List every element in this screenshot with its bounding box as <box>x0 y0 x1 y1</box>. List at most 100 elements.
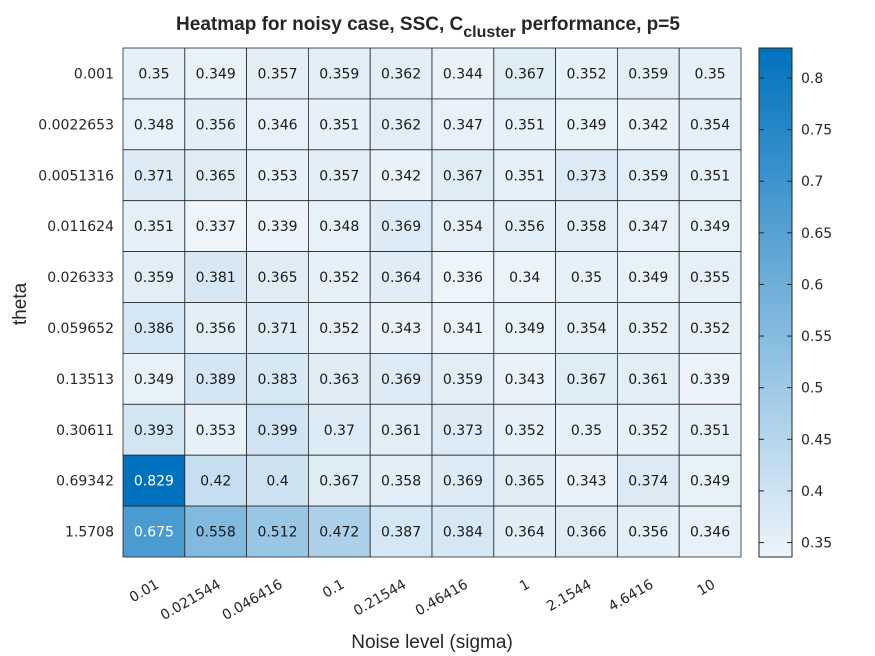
heatmap-cell <box>246 251 309 303</box>
heatmap-cell <box>678 352 742 405</box>
cell-value-label: 0.35 <box>571 423 602 439</box>
cell-value-label: 0.349 <box>505 321 545 337</box>
cell-value-label: 0.359 <box>628 66 668 82</box>
cell-value-label: 0.357 <box>319 168 359 184</box>
heatmap-cell <box>307 454 371 507</box>
heatmap-cell <box>678 149 742 202</box>
cell-value-label: 0.346 <box>690 525 730 541</box>
cell-value-label: 0.349 <box>690 219 730 235</box>
heatmap-cell <box>307 47 371 100</box>
cell-value-label: 0.367 <box>566 372 606 388</box>
cell-value-label: 0.367 <box>443 168 483 184</box>
cell-value-label: 0.364 <box>505 525 545 541</box>
cell-value-label: 0.351 <box>690 423 730 439</box>
cell-value-label: 0.342 <box>628 117 668 133</box>
heatmap-cell <box>122 200 186 252</box>
x-axis-label: Noise level (sigma) <box>351 632 513 653</box>
cell-value-label: 0.558 <box>196 525 236 541</box>
cell-value-label: 0.371 <box>134 168 174 184</box>
heatmap-cell <box>493 352 556 405</box>
cell-value-label: 0.369 <box>443 474 483 490</box>
cell-value-label: 0.389 <box>196 372 236 388</box>
heatmap-cell <box>493 505 556 558</box>
heatmap-cell <box>307 505 371 558</box>
cell-value-label: 0.359 <box>319 66 359 82</box>
heatmap-cell <box>246 149 309 202</box>
heatmap-cell <box>555 47 618 100</box>
heatmap-cell <box>555 251 618 303</box>
cell-value-label: 0.351 <box>690 168 730 184</box>
cell-value-label: 0.361 <box>628 372 668 388</box>
heatmap-cell <box>431 505 495 558</box>
heatmap-cell <box>555 505 618 558</box>
cell-value-label: 0.366 <box>566 525 606 541</box>
x-tick-label: 4.6416 <box>606 577 657 615</box>
cell-value-label: 0.381 <box>196 270 236 286</box>
cell-value-label: 0.346 <box>257 117 297 133</box>
cell-value-label: 0.353 <box>196 423 236 439</box>
cell-value-label: 0.675 <box>134 525 174 541</box>
heatmap-cell <box>369 149 433 202</box>
heatmap-cell <box>617 352 680 405</box>
cell-value-label: 0.336 <box>443 270 483 286</box>
cell-value-label: 0.356 <box>505 219 545 235</box>
heatmap-cell <box>555 352 618 405</box>
cell-value-label: 0.349 <box>628 270 668 286</box>
cell-value-label: 0.349 <box>566 117 606 133</box>
cell-value-label: 0.349 <box>196 66 236 82</box>
heatmap-cell <box>431 98 495 151</box>
cell-value-label: 0.343 <box>381 321 421 337</box>
heatmap-cell <box>369 454 433 507</box>
heatmap-cell <box>184 47 248 100</box>
cell-value-label: 0.399 <box>257 423 297 439</box>
cell-value-label: 0.343 <box>505 372 545 388</box>
cell-value-label: 0.347 <box>443 117 483 133</box>
cell-value-label: 0.359 <box>628 168 668 184</box>
y-tick-label: 0.0022653 <box>38 117 114 133</box>
cell-value-label: 0.354 <box>566 321 606 337</box>
cell-value-label: 0.351 <box>319 117 359 133</box>
cell-value-label: 0.352 <box>505 423 545 439</box>
heatmap-cell <box>678 98 742 151</box>
cell-value-label: 0.37 <box>324 423 355 439</box>
heatmap-cell <box>307 302 371 354</box>
heatmap-cell <box>184 149 248 202</box>
cell-value-label: 0.347 <box>628 219 668 235</box>
heatmap-cell <box>617 505 680 558</box>
heatmap-cell <box>555 200 618 252</box>
heatmap-cell <box>246 302 309 354</box>
heatmap-cell <box>678 47 742 100</box>
heatmap-cell <box>617 454 680 507</box>
heatmap-cell <box>122 149 186 202</box>
heatmap-cell <box>678 505 742 558</box>
x-tick-label: 1 <box>517 577 533 595</box>
y-axis-label: theta <box>10 282 31 325</box>
cell-value-label: 0.383 <box>257 372 297 388</box>
cell-value-label: 0.351 <box>505 117 545 133</box>
cell-value-label: 0.371 <box>257 321 297 337</box>
heatmap-cell <box>678 454 742 507</box>
cell-value-label: 0.351 <box>505 168 545 184</box>
heatmap-cell <box>431 403 495 456</box>
heatmap-cell <box>617 98 680 151</box>
cell-value-label: 0.342 <box>381 168 421 184</box>
heatmap-cell <box>431 352 495 405</box>
cell-value-label: 0.357 <box>257 66 297 82</box>
cell-value-label: 0.358 <box>381 474 421 490</box>
cell-value-label: 0.393 <box>134 423 174 439</box>
colorbar-tick-label: 0.4 <box>801 484 823 500</box>
colorbar-tick-label: 0.75 <box>801 123 832 139</box>
y-tick-label: 0.001 <box>74 66 114 82</box>
cell-value-label: 0.348 <box>134 117 174 133</box>
heatmap-cells: 0.35 0.349 0.357 0.359 0.362 0.344 0.367 0.352 0… <box>122 47 742 558</box>
y-tick-label: 0.69342 <box>56 474 114 490</box>
cell-value-label: 0.35 <box>571 270 602 286</box>
heatmap-cell <box>307 403 371 456</box>
cell-value-label: 0.356 <box>628 525 668 541</box>
x-tick-label: 0.1 <box>320 577 347 602</box>
heatmap-cell <box>617 149 680 202</box>
cell-value-label: 0.341 <box>443 321 483 337</box>
cell-value-label: 0.352 <box>628 321 668 337</box>
cell-value-label: 0.367 <box>319 474 359 490</box>
